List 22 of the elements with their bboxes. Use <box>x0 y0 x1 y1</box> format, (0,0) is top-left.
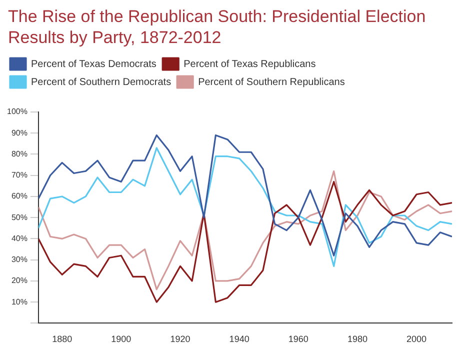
chart-title: The Rise of the Republican South: Presidential Election Results by Party, 1872-2012 <box>8 6 427 48</box>
x-tick-label: 1940 <box>229 334 250 344</box>
x-tick-label: 1980 <box>347 334 368 344</box>
y-tick-label: 80% <box>11 149 28 158</box>
legend-label: Percent of Texas Republicans <box>184 58 316 70</box>
y-tick-label: 70% <box>11 170 28 180</box>
y-tick-label: 10% <box>11 297 28 306</box>
legend-label: Percent of Southern Democrats <box>31 76 172 88</box>
x-tick-label: 1920 <box>170 334 190 344</box>
y-tick-label: 90% <box>11 128 28 138</box>
legend-label: Percent of Southern Republicans <box>198 76 345 88</box>
y-tick-label: 30% <box>11 255 28 264</box>
legend-label: Percent of Texas Democrats <box>31 58 156 70</box>
x-tick-label: 1960 <box>288 334 308 344</box>
y-tick-label: 20% <box>11 276 28 286</box>
y-tick-label: 50% <box>11 212 28 222</box>
x-tick-label: 1880 <box>52 334 72 344</box>
y-tick-label: 60% <box>11 192 28 201</box>
y-tick-label: 40% <box>11 234 28 243</box>
x-tick-label: 1900 <box>111 334 132 344</box>
x-tick-label: 2000 <box>406 334 427 344</box>
y-tick-label: 100% <box>6 107 28 116</box>
